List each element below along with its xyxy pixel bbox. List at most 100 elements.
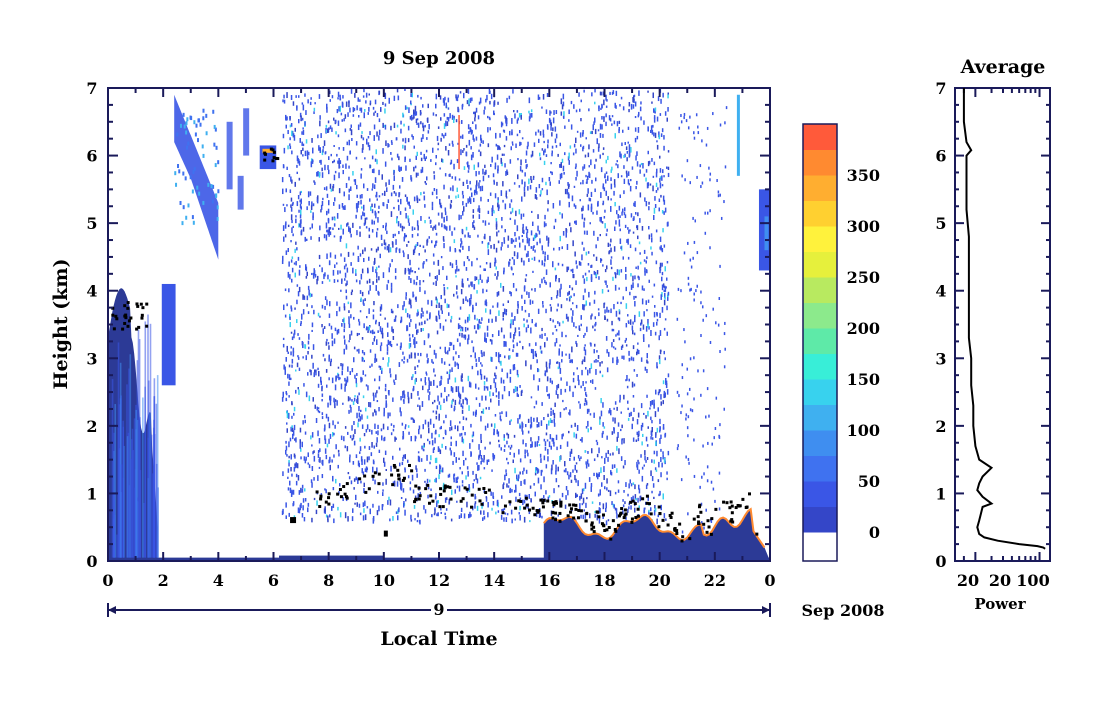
noise-speck <box>417 353 419 356</box>
noise-speck <box>408 276 410 280</box>
noise-speck <box>294 407 296 411</box>
noise-speck <box>286 391 288 394</box>
noise-speck <box>533 483 535 486</box>
noise-speck <box>517 225 519 231</box>
noise-speck <box>599 419 601 425</box>
noise-speck <box>354 395 356 397</box>
noise-speck <box>298 195 300 199</box>
evening-marker <box>624 512 627 515</box>
noise-speck <box>596 473 598 478</box>
elevated-speck <box>192 170 194 174</box>
noise-speck <box>329 301 331 306</box>
noise-speck <box>524 517 526 523</box>
noise-speck <box>573 372 575 375</box>
noise-speck <box>408 475 410 478</box>
noise-speck <box>417 405 419 407</box>
noise-speck <box>482 140 484 144</box>
noise-speck <box>409 343 411 349</box>
noise-speck <box>569 410 571 416</box>
noise-speck <box>438 260 440 266</box>
colorbar-segment <box>803 277 837 303</box>
noise-speck <box>579 404 581 409</box>
noise-speck <box>536 359 538 363</box>
noise-speck <box>459 433 461 436</box>
noise-speck <box>493 501 495 505</box>
noise-speck <box>490 399 492 403</box>
noise-speck <box>444 113 446 116</box>
noise-speck <box>630 186 632 192</box>
noise-speck <box>654 196 656 201</box>
noise-speck <box>356 280 358 283</box>
noise-speck <box>497 203 499 208</box>
noise-speck <box>379 322 381 326</box>
noise-speck <box>291 151 293 155</box>
noise-speck <box>296 300 298 304</box>
cloud-marker <box>270 148 273 151</box>
noise-speck <box>623 256 625 259</box>
noise-speck <box>640 323 642 326</box>
noise-speck <box>324 306 326 310</box>
noise-speck <box>363 184 365 189</box>
noise-speck <box>289 274 291 279</box>
noise-speck <box>503 312 505 317</box>
noise-speck <box>363 137 365 140</box>
noise-speck <box>344 339 346 344</box>
noise-speck <box>363 89 365 93</box>
noise-speck <box>634 484 636 489</box>
noise-speck <box>491 357 493 362</box>
noise-speck <box>474 190 476 196</box>
noise-speck <box>608 490 610 492</box>
noise-speck <box>595 359 597 363</box>
noise-speck <box>452 141 454 144</box>
noise-speck <box>295 128 297 132</box>
noise-speck <box>366 328 368 330</box>
noise-speck <box>527 237 529 243</box>
noise-speck <box>393 425 395 428</box>
noise-speck <box>367 385 369 390</box>
noise-speck <box>442 310 444 314</box>
noise-speck <box>660 472 662 477</box>
noise-speck <box>376 159 378 164</box>
noise-speck <box>366 316 368 318</box>
noise-speck <box>456 501 458 503</box>
noise-speck <box>526 232 528 237</box>
noise-speck <box>299 270 301 276</box>
noise-speck <box>352 268 354 274</box>
noise-speck <box>651 433 653 436</box>
noise-speck <box>634 275 636 279</box>
noise-speck <box>451 316 453 319</box>
noise-speck <box>345 264 347 267</box>
noise-speck <box>331 128 333 132</box>
aerosol-marker <box>121 328 124 331</box>
noise-speck <box>623 395 625 400</box>
noise-speck <box>469 235 471 238</box>
noise-speck <box>460 307 462 310</box>
noise-speck <box>292 203 294 206</box>
noise-speck <box>405 498 407 501</box>
noise-speck <box>497 155 499 160</box>
noise-speck <box>506 193 508 197</box>
noise-speck <box>306 139 308 143</box>
layer-marker <box>526 504 529 507</box>
noise-speck <box>286 116 288 120</box>
noise-speck <box>540 131 542 136</box>
noise-speck <box>535 233 537 236</box>
noise-speck <box>379 195 381 197</box>
noise-speck <box>519 515 521 521</box>
noise-speck <box>639 164 641 167</box>
noise-speck <box>441 393 443 398</box>
noise-speck <box>291 403 293 406</box>
noise-speck <box>652 427 654 432</box>
noise-speck <box>471 155 473 161</box>
noise-speck <box>634 369 636 372</box>
noise-speck <box>327 444 329 448</box>
elevated-speck <box>202 144 204 148</box>
noise-speck <box>621 346 623 350</box>
noise-speck <box>329 314 331 318</box>
noise-speck <box>379 376 381 382</box>
noise-speck <box>708 167 710 170</box>
noise-speck <box>709 178 711 181</box>
noise-speck <box>663 175 665 177</box>
noise-speck <box>327 128 329 133</box>
noise-speck <box>389 413 391 417</box>
